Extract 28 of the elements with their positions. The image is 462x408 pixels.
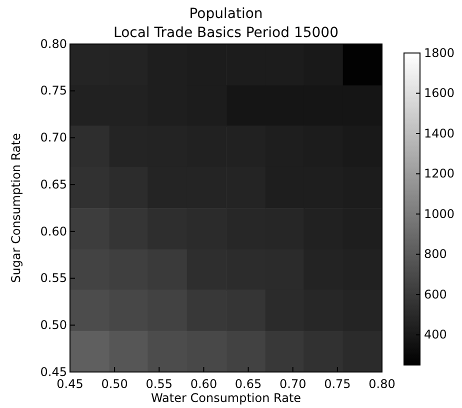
y-axis-title: Sugar Consumption Rate xyxy=(9,133,23,283)
y-tick-label: 0.80 xyxy=(40,36,67,51)
color-bar-label: 600 xyxy=(424,287,447,302)
chart-title: Population xyxy=(189,6,263,22)
color-bar-label: 1800 xyxy=(424,46,455,60)
x-tick-label: 0.65 xyxy=(234,377,262,392)
x-tick-label: 0.55 xyxy=(146,377,172,392)
chart-subtitle: Local Trade Basics Period 15000 xyxy=(114,25,338,41)
x-tick-label: 0.70 xyxy=(280,377,306,392)
color-bar-label: 800 xyxy=(424,247,447,262)
y-tick-label: 0.75 xyxy=(40,84,67,98)
y-tick-label: 0.45 xyxy=(40,364,67,379)
y-tick-label: 0.50 xyxy=(40,318,67,332)
y-tick-label: 0.70 xyxy=(40,130,67,145)
x-tick-label: 0.50 xyxy=(101,377,128,392)
y-tick-label: 0.55 xyxy=(40,271,67,286)
x-axis-title: Water Consumption Rate xyxy=(150,391,302,405)
color-bar-label: 1200 xyxy=(424,166,455,181)
y-tick-label: 0.65 xyxy=(40,177,67,192)
x-tick-label: 0.60 xyxy=(190,377,218,392)
y-tick-label: 0.60 xyxy=(40,224,67,238)
color-bar-label: 400 xyxy=(424,328,447,342)
color-bar-label: 1400 xyxy=(424,126,455,140)
color-bar-label: 1600 xyxy=(424,86,455,100)
x-tick-label: 0.75 xyxy=(324,377,351,392)
x-tick-label: 0.80 xyxy=(368,377,396,392)
x-tick-label: 0.45 xyxy=(56,377,84,392)
color-bar-label: 1000 xyxy=(424,206,455,221)
